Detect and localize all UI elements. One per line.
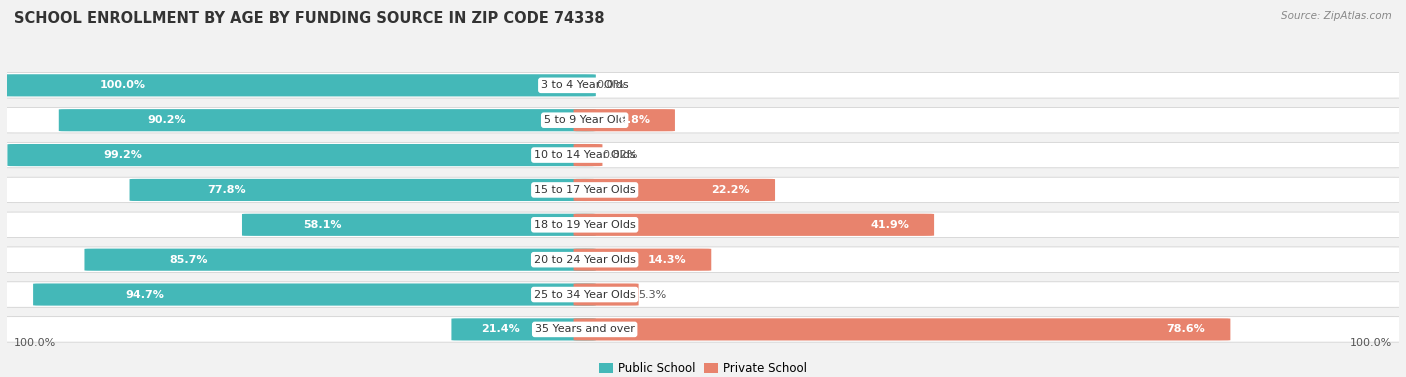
Text: 5 to 9 Year Old: 5 to 9 Year Old bbox=[544, 115, 626, 125]
Text: 15 to 17 Year Olds: 15 to 17 Year Olds bbox=[534, 185, 636, 195]
FancyBboxPatch shape bbox=[129, 179, 596, 201]
Text: 0.0%: 0.0% bbox=[596, 80, 624, 90]
Text: 94.7%: 94.7% bbox=[125, 290, 165, 300]
Text: 0.82%: 0.82% bbox=[602, 150, 638, 160]
Text: 25 to 34 Year Olds: 25 to 34 Year Olds bbox=[534, 290, 636, 300]
Text: 77.8%: 77.8% bbox=[207, 185, 246, 195]
FancyBboxPatch shape bbox=[574, 284, 638, 306]
Text: 85.7%: 85.7% bbox=[169, 255, 208, 265]
Text: 22.2%: 22.2% bbox=[711, 185, 749, 195]
Text: 100.0%: 100.0% bbox=[1350, 338, 1392, 348]
FancyBboxPatch shape bbox=[34, 284, 596, 306]
Text: SCHOOL ENROLLMENT BY AGE BY FUNDING SOURCE IN ZIP CODE 74338: SCHOOL ENROLLMENT BY AGE BY FUNDING SOUR… bbox=[14, 11, 605, 26]
FancyBboxPatch shape bbox=[0, 73, 1406, 98]
FancyBboxPatch shape bbox=[574, 318, 1230, 340]
FancyBboxPatch shape bbox=[574, 248, 711, 271]
FancyBboxPatch shape bbox=[3, 74, 596, 97]
Text: 20 to 24 Year Olds: 20 to 24 Year Olds bbox=[534, 255, 636, 265]
Text: Source: ZipAtlas.com: Source: ZipAtlas.com bbox=[1281, 11, 1392, 21]
FancyBboxPatch shape bbox=[451, 318, 596, 340]
FancyBboxPatch shape bbox=[574, 214, 934, 236]
FancyBboxPatch shape bbox=[0, 143, 1406, 168]
FancyBboxPatch shape bbox=[84, 248, 596, 271]
Text: 10 to 14 Year Olds: 10 to 14 Year Olds bbox=[534, 150, 636, 160]
Text: 3 to 4 Year Olds: 3 to 4 Year Olds bbox=[541, 80, 628, 90]
Text: 90.2%: 90.2% bbox=[148, 115, 186, 125]
FancyBboxPatch shape bbox=[242, 214, 596, 236]
Text: 9.8%: 9.8% bbox=[619, 115, 650, 125]
FancyBboxPatch shape bbox=[574, 109, 675, 131]
FancyBboxPatch shape bbox=[0, 317, 1406, 342]
Text: 100.0%: 100.0% bbox=[100, 80, 146, 90]
Legend: Public School, Private School: Public School, Private School bbox=[595, 358, 811, 377]
FancyBboxPatch shape bbox=[0, 107, 1406, 133]
Text: 78.6%: 78.6% bbox=[1167, 324, 1205, 334]
FancyBboxPatch shape bbox=[0, 177, 1406, 203]
Text: 35 Years and over: 35 Years and over bbox=[534, 324, 634, 334]
Text: 14.3%: 14.3% bbox=[648, 255, 686, 265]
FancyBboxPatch shape bbox=[574, 179, 775, 201]
FancyBboxPatch shape bbox=[7, 144, 596, 166]
Text: 58.1%: 58.1% bbox=[302, 220, 342, 230]
FancyBboxPatch shape bbox=[0, 247, 1406, 273]
FancyBboxPatch shape bbox=[59, 109, 596, 131]
Text: 5.3%: 5.3% bbox=[638, 290, 666, 300]
Text: 99.2%: 99.2% bbox=[104, 150, 142, 160]
Text: 100.0%: 100.0% bbox=[14, 338, 56, 348]
FancyBboxPatch shape bbox=[0, 282, 1406, 307]
FancyBboxPatch shape bbox=[574, 144, 602, 166]
FancyBboxPatch shape bbox=[0, 212, 1406, 238]
Text: 18 to 19 Year Olds: 18 to 19 Year Olds bbox=[534, 220, 636, 230]
Text: 41.9%: 41.9% bbox=[870, 220, 910, 230]
Text: 21.4%: 21.4% bbox=[481, 324, 520, 334]
